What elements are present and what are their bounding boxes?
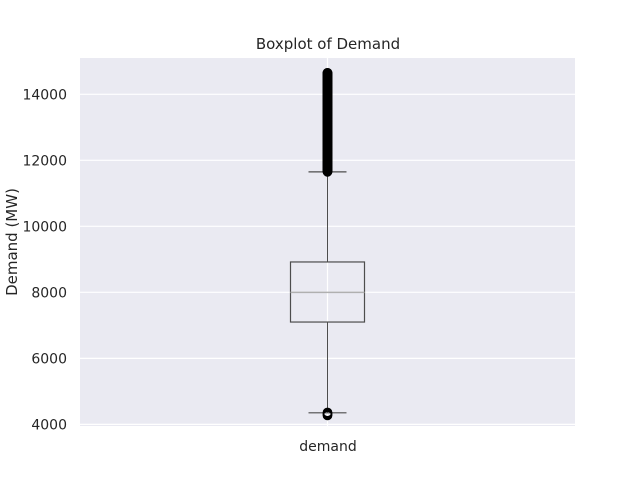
y-tick-label-4000: 4000 (31, 417, 67, 433)
x-tick-label-demand: demand (299, 439, 356, 455)
y-tick-label-6000: 6000 (31, 351, 67, 367)
y-tick-label-12000: 12000 (22, 153, 67, 169)
outlier-point (322, 407, 333, 418)
y-tick-label-14000: 14000 (22, 87, 67, 103)
y-tick-label-10000: 10000 (22, 219, 67, 235)
outlier-point (322, 68, 333, 78)
y-tick-labels: 4000 6000 8000 10000 12000 14000 (22, 87, 67, 433)
y-axis-label: Demand (MW) (3, 188, 21, 296)
chart-title: Boxplot of Demand (256, 35, 400, 53)
box-group (289, 68, 366, 421)
y-tick-label-8000: 8000 (31, 285, 67, 301)
